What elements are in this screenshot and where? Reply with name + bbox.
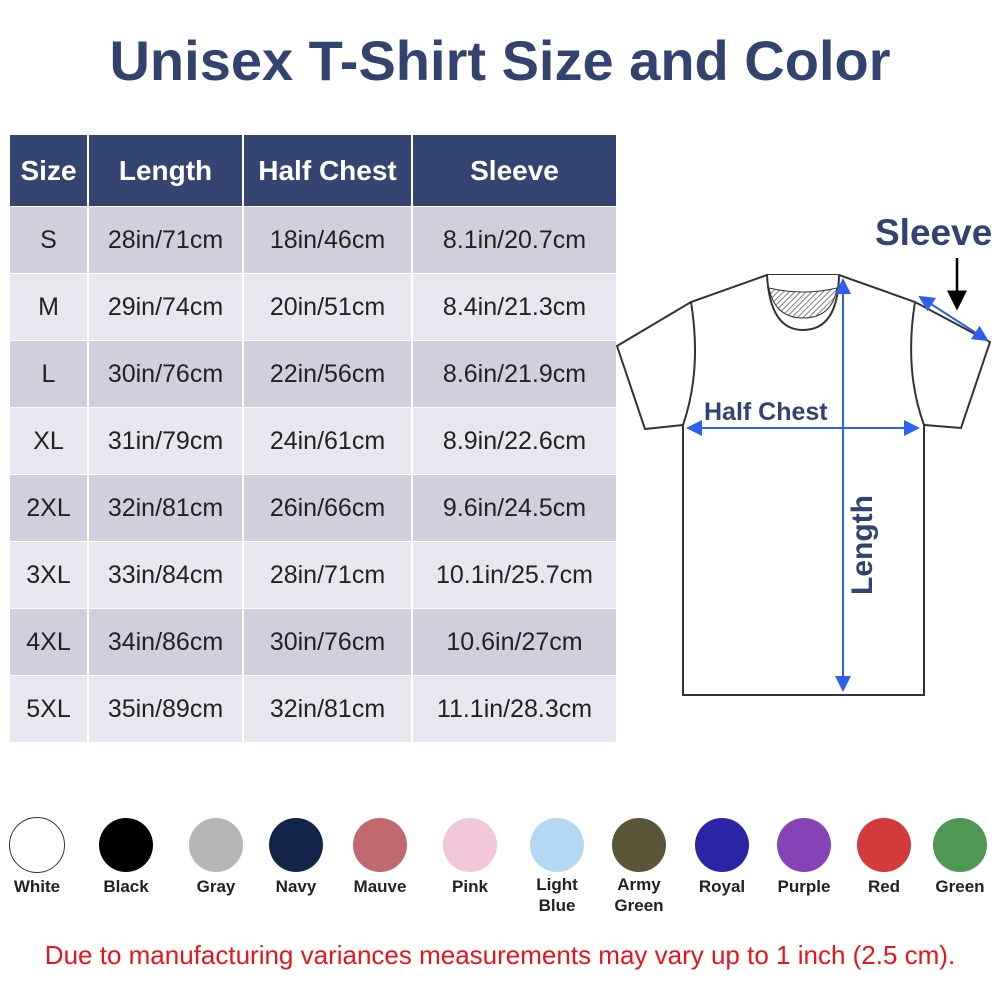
color-swatch-green: [933, 818, 987, 872]
color-label: Pink: [452, 877, 488, 896]
half-chest-label: Half Chest: [704, 398, 828, 426]
cell-length: 31in/79cm: [88, 407, 244, 475]
color-swatch-gray: [189, 818, 243, 872]
table-row: 5XL 35in/89cm 32in/81cm 11.1in/28.3cm: [10, 675, 616, 742]
color-label: Black: [103, 877, 149, 896]
cell-half-chest: 26in/66cm: [243, 474, 413, 542]
measure-arrows: [686, 278, 989, 692]
table-row: S 28in/71cm 18in/46cm 8.1in/20.7cm: [10, 206, 616, 274]
cell-length: 35in/89cm: [88, 675, 244, 742]
cell-size: 5XL: [10, 675, 89, 742]
header-sleeve: Sleeve: [412, 135, 616, 207]
cell-sleeve: 9.6in/24.5cm: [412, 474, 616, 542]
length-label: Length: [846, 495, 879, 595]
cell-length: 28in/71cm: [88, 206, 244, 274]
cell-size: 2XL: [10, 474, 89, 542]
color-label: Navy: [275, 877, 317, 896]
cell-length: 30in/76cm: [88, 340, 244, 408]
color-swatch-purple: [777, 818, 831, 872]
table-row: XL 31in/79cm 24in/61cm 8.9in/22.6cm: [10, 407, 616, 475]
color-label: Light Blue: [536, 875, 578, 915]
cell-length: 34in/86cm: [88, 608, 244, 676]
cell-sleeve: 8.1in/20.7cm: [412, 206, 616, 274]
cell-half-chest: 18in/46cm: [243, 206, 413, 274]
header-length: Length: [88, 135, 244, 207]
cell-sleeve: 10.1in/25.7cm: [412, 541, 616, 609]
color-label: Green: [935, 877, 985, 896]
cell-length: 29in/74cm: [88, 273, 244, 341]
table-header-row: Size Length Half Chest Sleeve: [10, 135, 616, 207]
cell-half-chest: 20in/51cm: [243, 273, 413, 341]
cell-sleeve: 11.1in/28.3cm: [412, 675, 616, 742]
color-swatch-light-blue: [530, 818, 584, 872]
cell-length: 33in/84cm: [88, 541, 244, 609]
tshirt-outline: [615, 274, 992, 696]
cell-half-chest: 32in/81cm: [243, 675, 413, 742]
cell-size: XL: [10, 407, 89, 475]
table-row: 4XL 34in/86cm 30in/76cm 10.6in/27cm: [10, 608, 616, 676]
tshirt-diagram: Sleeve Half Chest Length: [615, 212, 992, 696]
cell-size: L: [10, 340, 89, 408]
color-label: Purple: [777, 877, 831, 896]
cell-half-chest: 22in/56cm: [243, 340, 413, 408]
color-label: Red: [867, 877, 901, 896]
table-row: 3XL 33in/84cm 28in/71cm 10.1in/25.7cm: [10, 541, 616, 609]
color-swatch-mauve: [353, 818, 407, 872]
page-title: Unisex T-Shirt Size and Color: [109, 29, 891, 92]
color-swatch-royal: [695, 818, 749, 872]
color-swatch-red: [857, 818, 911, 872]
color-swatch-pink: [443, 818, 497, 872]
cell-sleeve: 8.9in/22.6cm: [412, 407, 616, 475]
header-half-chest: Half Chest: [243, 135, 413, 207]
table-row: 2XL 32in/81cm 26in/66cm 9.6in/24.5cm: [10, 474, 616, 542]
cell-size: M: [10, 273, 89, 341]
table-row: L 30in/76cm 22in/56cm 8.6in/21.9cm: [10, 340, 616, 408]
cell-size: 4XL: [10, 608, 89, 676]
sleeve-label: Sleeve: [875, 212, 992, 253]
color-label: Royal: [698, 877, 746, 896]
color-label: Mauve: [353, 877, 407, 896]
color-label: Army Green: [614, 875, 664, 915]
color-swatch-navy: [269, 818, 323, 872]
cell-half-chest: 30in/76cm: [243, 608, 413, 676]
color-label: White: [13, 877, 61, 896]
cell-sleeve: 10.6in/27cm: [412, 608, 616, 676]
color-swatch-black: [99, 818, 153, 872]
color-label: Gray: [196, 877, 236, 896]
cell-half-chest: 28in/71cm: [243, 541, 413, 609]
cell-size: S: [10, 206, 89, 274]
disclaimer-text: Due to manufacturing variances measureme…: [44, 940, 956, 970]
table-row: M 29in/74cm 20in/51cm 8.4in/21.3cm: [10, 273, 616, 341]
color-swatch-white: [9, 817, 65, 873]
cell-size: 3XL: [10, 541, 89, 609]
header-size: Size: [10, 135, 89, 207]
size-table: Size Length Half Chest Sleeve S 28in/71cm…: [10, 135, 616, 742]
sleeve-arrow: [918, 295, 989, 342]
cell-length: 32in/81cm: [88, 474, 244, 542]
cell-sleeve: 8.6in/21.9cm: [412, 340, 616, 408]
cell-half-chest: 24in/61cm: [243, 407, 413, 475]
color-swatch-army-green: [612, 818, 666, 872]
cell-sleeve: 8.4in/21.3cm: [412, 273, 616, 341]
